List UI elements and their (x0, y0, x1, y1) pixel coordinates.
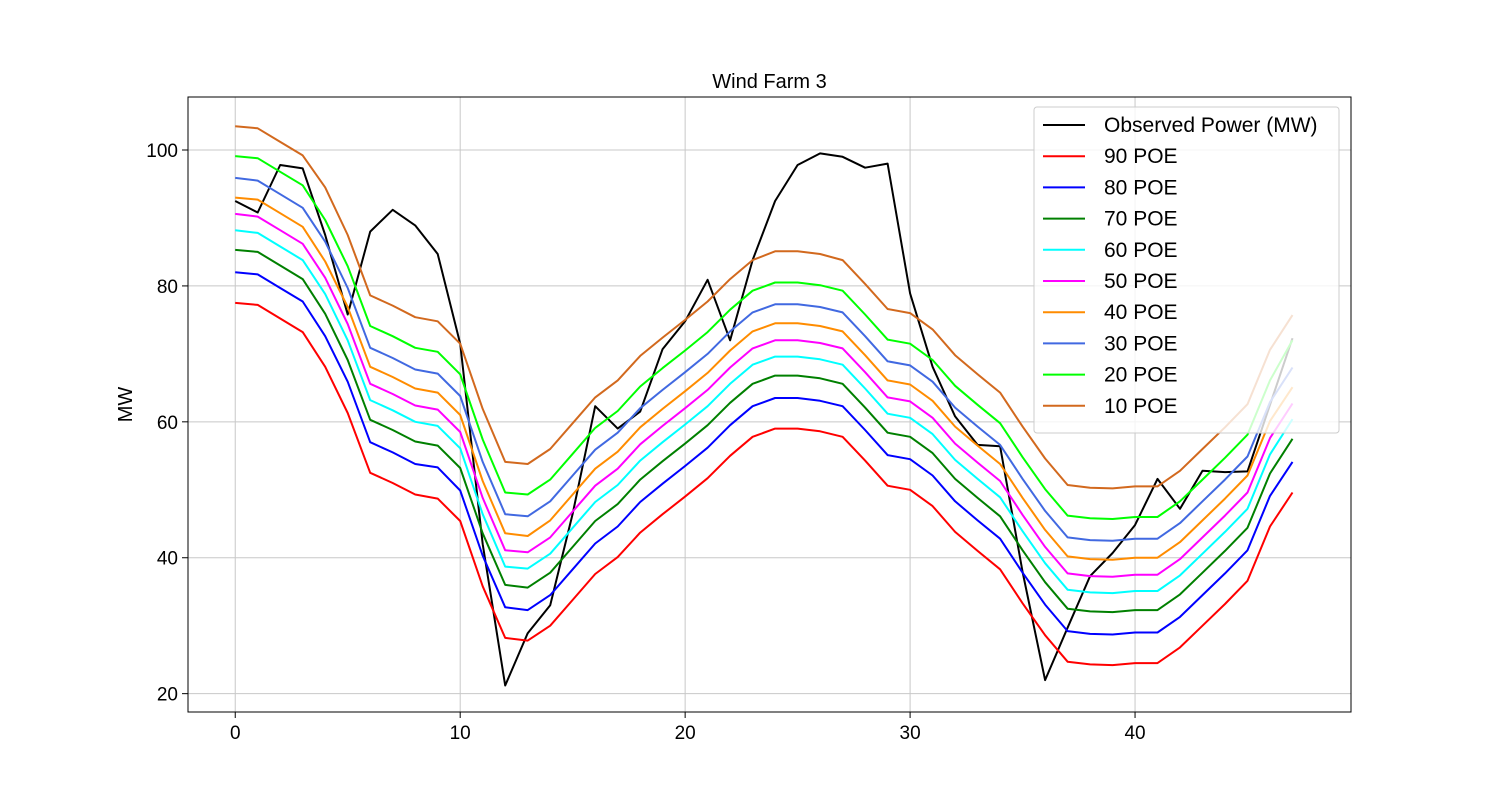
legend-label-70-poe: 70 POE (1104, 208, 1178, 231)
y-tick-label: 40 (157, 549, 178, 570)
x-tick-label: 10 (450, 723, 471, 744)
legend-label-90-poe: 90 POE (1104, 145, 1178, 168)
series-line-30-poe (235, 176, 1294, 542)
legend-label-80-poe: 80 POE (1104, 176, 1178, 199)
series-line-80-poe (235, 271, 1294, 636)
series-line-90-poe (235, 301, 1294, 667)
chart-title: Wind Farm 3 (712, 71, 826, 93)
legend-label-10-poe: 10 POE (1104, 395, 1178, 418)
legend-box (1033, 106, 1340, 434)
legend-label-20-poe: 20 POE (1104, 364, 1178, 387)
series-line-50-poe (235, 212, 1294, 578)
y-tick-label: 100 (146, 141, 178, 162)
y-tick-label: 80 (157, 277, 178, 298)
x-tick-label: 0 (230, 723, 241, 744)
y-axis-label: MW (115, 387, 137, 423)
legend-label-60-poe: 60 POE (1104, 239, 1178, 262)
legend-label-40-poe: 40 POE (1104, 301, 1178, 324)
x-tick-label: 40 (1124, 723, 1145, 744)
series-line-60-poe (235, 229, 1294, 595)
series-line-40-poe (235, 196, 1294, 561)
series-line-70-poe (235, 248, 1294, 614)
series-layer (234, 125, 1294, 687)
legend-label-observed-power-mw: Observed Power (MW) (1104, 114, 1318, 137)
y-tick-label: 20 (157, 685, 178, 706)
plot-frame (187, 96, 1352, 713)
x-tick-label: 20 (675, 723, 696, 744)
x-axis: 0 10 20 30 40 (230, 712, 1146, 744)
series-line-10-poe (235, 125, 1294, 490)
legend-label-30-poe: 30 POE (1104, 332, 1178, 355)
y-axis: 20 40 60 80 100 (146, 141, 188, 706)
series-line-20-poe (235, 155, 1294, 520)
series-line-observed-power-mw (234, 152, 1294, 687)
x-tick-label: 30 (900, 723, 921, 744)
legend-label-50-poe: 50 POE (1104, 270, 1178, 293)
y-tick-label: 60 (157, 413, 178, 434)
legend: Observed Power (MW) 90 POE 80 POE 70 POE 60 … (1033, 106, 1340, 434)
